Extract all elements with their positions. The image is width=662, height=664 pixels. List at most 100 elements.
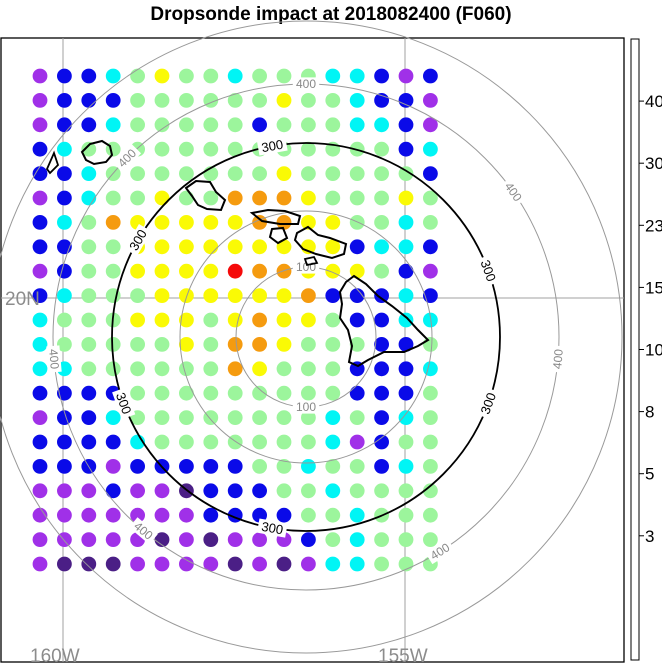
impact-dot: [325, 190, 341, 206]
ring-label-bg: [112, 387, 136, 420]
colorbar-tick-label: 5: [645, 465, 654, 484]
impact-dot: [276, 93, 292, 108]
impact-dot: [179, 141, 194, 157]
impact-dot: [325, 288, 341, 303]
impact-dot: [32, 434, 48, 450]
impact-dot: [57, 166, 72, 182]
impact-dot: [276, 385, 292, 401]
impact-dot: [276, 483, 292, 499]
impact-dot: [179, 532, 194, 547]
impact-dot: [349, 312, 365, 328]
impact-dot: [301, 337, 316, 352]
impact-dot: [276, 410, 292, 425]
island-kahoolawe: [303, 255, 319, 267]
impact-dot: [349, 483, 365, 499]
impact-dot: [32, 312, 48, 328]
ring-label-bg: [256, 136, 288, 156]
impact-dot: [130, 556, 146, 572]
impact-dot: [203, 312, 219, 328]
colorbar-tick-label: 8: [645, 403, 654, 422]
impact-dot: [325, 166, 341, 182]
impact-dot: [130, 385, 146, 401]
impact-dot: [32, 385, 48, 401]
impact-dot: [32, 166, 48, 182]
impact-dot: [154, 166, 170, 182]
ring-label: 400: [296, 77, 316, 91]
impact-dot: [325, 263, 341, 279]
impact-dot: [105, 459, 121, 474]
impact-dot: [57, 507, 72, 523]
impact-dot: [32, 117, 48, 133]
ring-label: 300: [478, 258, 500, 284]
impact-dot: [301, 117, 316, 133]
impact-dot: [423, 190, 438, 206]
impact-dot: [57, 117, 72, 133]
impact-dot: [154, 263, 170, 279]
impact-dot: [154, 68, 170, 84]
impact-dot: [349, 337, 365, 352]
impact-dot: [154, 117, 170, 133]
impact-dot: [423, 385, 438, 401]
impact-dot: [105, 532, 121, 547]
impact-dot: [227, 434, 243, 450]
impact-dot: [81, 288, 97, 303]
impact-dot: [81, 215, 97, 230]
impact-dot: [398, 263, 414, 279]
impact-dot: [105, 361, 121, 377]
impact-dot: [203, 288, 219, 303]
impact-dot: [203, 483, 219, 499]
impact-dot: [252, 117, 267, 133]
impact-dot: [398, 337, 414, 352]
impact-dot: [105, 190, 121, 206]
impact-dot: [276, 117, 292, 133]
impact-dot: [179, 239, 194, 255]
impact-dot: [325, 337, 341, 352]
impact-dot: [179, 337, 194, 352]
impact-dot: [374, 337, 389, 352]
impact-dot: [105, 556, 121, 572]
impact-dot: [179, 263, 194, 279]
impact-dot: [276, 312, 292, 328]
impact-dot: [81, 239, 97, 255]
impact-dot: [374, 532, 389, 547]
impact-dot: [276, 459, 292, 474]
impact-dot: [398, 215, 414, 230]
impact-dot: [203, 141, 219, 157]
impact-dot: [398, 190, 414, 206]
ring-label: 300: [260, 137, 284, 156]
impact-dot: [301, 361, 316, 377]
impact-dot: [398, 507, 414, 523]
ring-label-bg: [500, 177, 527, 207]
impact-dot: [130, 166, 146, 182]
impact-dot: [81, 141, 97, 157]
impact-dot: [203, 117, 219, 133]
impact-dot: [130, 288, 146, 303]
colorbar-tick-label: 3: [645, 527, 654, 546]
impact-dot: [57, 190, 72, 206]
impact-dot: [276, 337, 292, 352]
impact-dot: [349, 385, 365, 401]
impact-dot: [105, 507, 121, 523]
impact-dot: [349, 532, 365, 547]
ring-label: 300: [478, 391, 500, 417]
impact-dot: [276, 507, 292, 523]
impact-dot: [252, 288, 267, 303]
impact-dot: [130, 190, 146, 206]
impact-dot: [57, 459, 72, 474]
impact-dot: [252, 459, 267, 474]
impact-dot: [179, 68, 194, 84]
impact-dot: [423, 239, 438, 255]
impact-dot: [81, 532, 97, 547]
impact-dot: [154, 556, 170, 572]
impact-dot: [374, 361, 389, 377]
impact-dot: [301, 166, 316, 182]
impact-dot: [301, 532, 316, 547]
impact-dot: [32, 410, 48, 425]
impact-dot: [325, 483, 341, 499]
impact-dot: [423, 215, 438, 230]
impact-dot: [276, 68, 292, 84]
impact-dot: [398, 483, 414, 499]
impact-dot: [81, 337, 97, 352]
impact-dot: [105, 337, 121, 352]
impact-dot: [423, 483, 438, 499]
